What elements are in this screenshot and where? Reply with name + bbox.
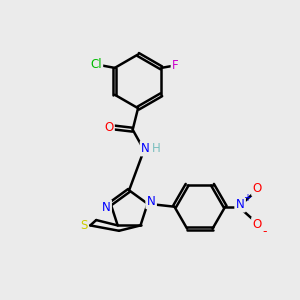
Text: N: N xyxy=(141,142,150,155)
Text: N: N xyxy=(147,195,155,208)
Text: N: N xyxy=(102,201,110,214)
Text: S: S xyxy=(80,219,87,232)
Text: O: O xyxy=(253,182,262,195)
Text: +: + xyxy=(243,193,251,203)
Text: N: N xyxy=(236,198,244,211)
Text: O: O xyxy=(104,121,113,134)
Text: O: O xyxy=(253,218,262,231)
Text: Cl: Cl xyxy=(90,58,102,71)
Text: -: - xyxy=(263,225,267,238)
Text: F: F xyxy=(172,59,179,72)
Text: H: H xyxy=(152,142,161,155)
